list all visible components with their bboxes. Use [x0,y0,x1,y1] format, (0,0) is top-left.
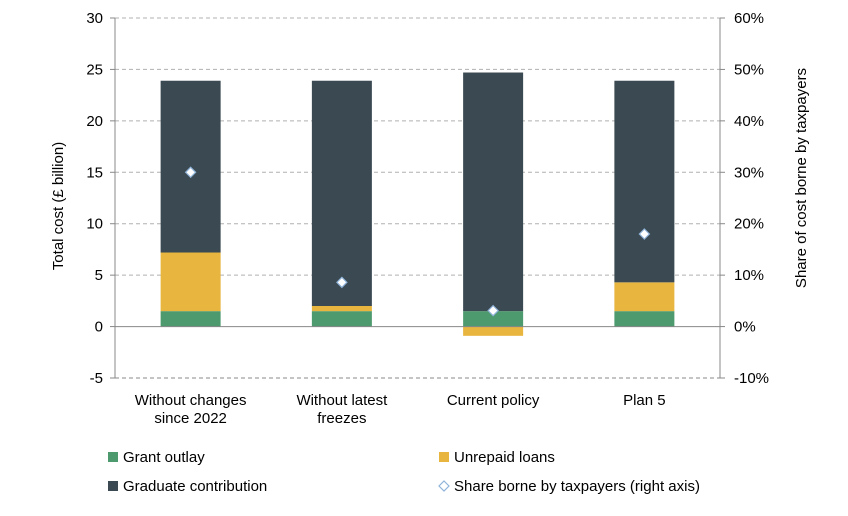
category-label: Plan 5 [623,392,666,409]
legend-label: Graduate contribution [123,478,267,495]
axes [110,17,725,379]
legend-label: Share borne by taxpayers (right axis) [454,478,700,495]
y-tick-label: 0 [95,319,103,336]
share-marker [184,166,197,179]
y-axis-title: Total cost (£ billion) [50,142,67,270]
category-label: Current policy [447,392,540,409]
y2-tick-label: 40% [734,113,764,130]
y2-axis-title: Share of cost borne by taxpayers [793,68,810,288]
legend: Grant outlay Unrepaid loans Graduate contr… [108,449,700,495]
y-tick-label: 5 [95,267,103,284]
y-tick-label: 25 [86,61,103,78]
bar-segment [160,252,221,312]
y-tick-label: 15 [86,164,103,181]
y2-tick-label: 50% [734,61,764,78]
right-axis-ticks: -10% 0% 10% 20% 30% 40% 50% 60% [734,10,769,387]
legend-label: Unrepaid loans [454,449,555,466]
bar-segment [463,326,524,336]
share-marker [336,276,348,289]
bar-segment [311,306,372,312]
legend-swatch [438,480,450,492]
y2-tick-label: 0% [734,319,756,336]
bar-segment [160,311,221,327]
legend-swatch [108,481,118,491]
y-tick-label: 30 [86,10,103,27]
y-tick-label: 10 [86,216,103,233]
category-label: Without latest [296,392,388,409]
category-label: freezes [317,410,366,427]
bars [160,72,675,336]
y2-tick-label: 60% [734,10,764,27]
share-marker [487,304,499,317]
category-label: since 2022 [154,410,227,427]
y2-tick-label: 10% [734,267,764,284]
bar-segment [311,80,372,306]
legend-label: Grant outlay [123,449,205,466]
left-axis-ticks: -5 0 5 10 15 20 25 30 [86,10,103,387]
bar-segment [614,80,675,283]
bar-segment [614,311,675,327]
bar-segment [463,311,524,327]
share-marker [638,228,651,240]
taxpayer-share-markers [184,166,651,317]
category-label: Without changes [135,392,247,409]
y-tick-label: 20 [86,113,103,130]
y2-tick-label: 20% [734,216,764,233]
bar-segment [463,72,524,312]
y-tick-label: -5 [90,370,103,387]
y2-tick-label: -10% [734,370,769,387]
bar-segment [614,282,675,312]
y2-tick-label: 30% [734,164,764,181]
legend-swatch [108,452,118,462]
bar-segment [311,311,372,327]
legend-swatch [439,452,449,462]
